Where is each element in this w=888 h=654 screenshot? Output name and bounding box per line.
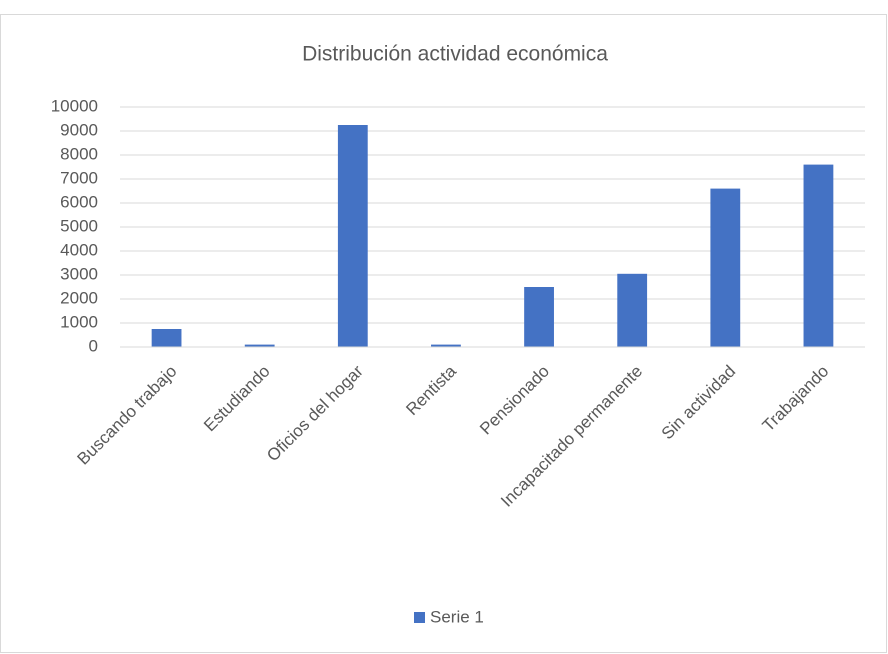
y-tick-label: 9000 [60, 120, 98, 139]
bar [244, 344, 275, 347]
y-tick-label: 1000 [60, 312, 98, 331]
bar [617, 273, 648, 347]
y-tick-label: 8000 [60, 144, 98, 163]
legend-label: Serie 1 [430, 607, 484, 626]
y-tick-label: 4000 [60, 240, 98, 259]
chart-title: Distribución actividad económica [302, 43, 608, 66]
y-tick-label: 6000 [60, 192, 98, 211]
y-tick-label: 2000 [60, 288, 98, 307]
bar [431, 344, 461, 347]
bar [803, 164, 834, 347]
chart-border [0, 14, 887, 653]
y-tick-label: 5000 [60, 216, 98, 235]
bar [337, 125, 368, 347]
y-tick-label: 7000 [60, 168, 98, 187]
bar [710, 188, 741, 347]
y-tick-label: 3000 [60, 264, 98, 283]
bar [151, 329, 182, 347]
y-tick-label: 10000 [51, 96, 98, 115]
y-tick-label: 0 [89, 336, 98, 355]
legend-swatch [414, 612, 425, 623]
bar [524, 287, 554, 347]
